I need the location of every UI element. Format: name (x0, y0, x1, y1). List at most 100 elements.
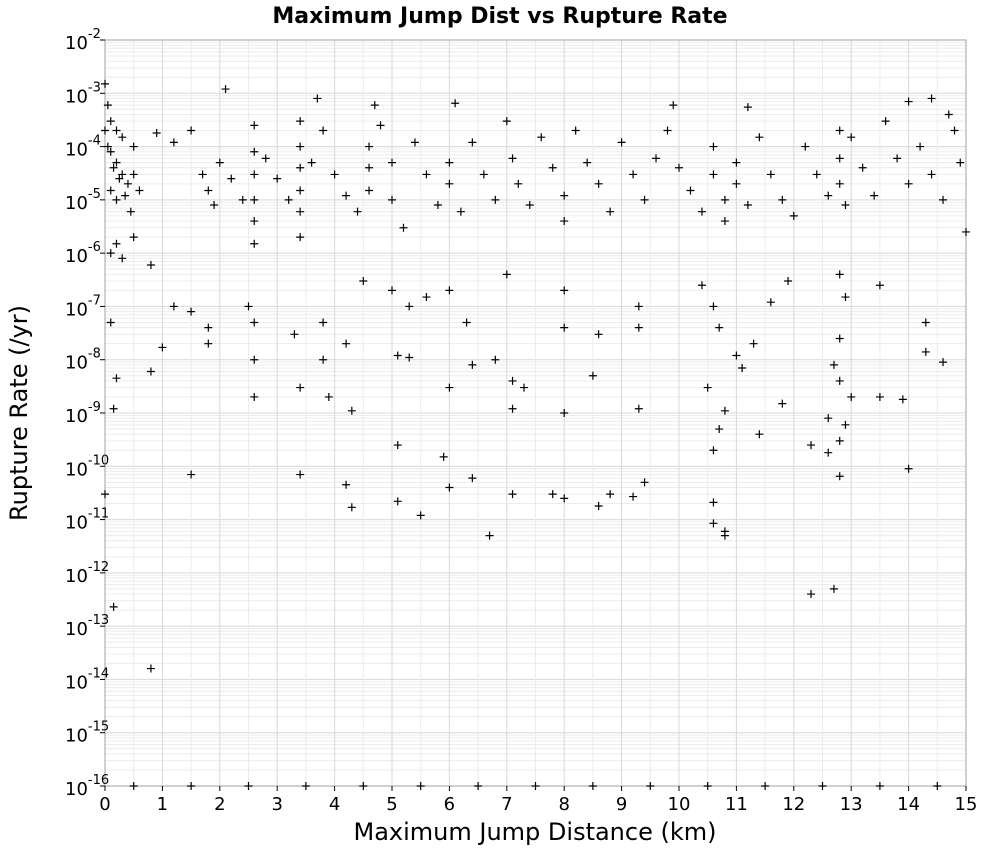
x-tick-label: 5 (386, 794, 397, 815)
data-point (250, 355, 259, 364)
data-point (347, 503, 356, 512)
data-point (313, 94, 322, 103)
data-point (697, 281, 706, 290)
y-tick-label: 10-5 (65, 187, 101, 214)
data-point (158, 343, 167, 352)
data-point (462, 318, 471, 327)
data-point (399, 223, 408, 232)
x-axis-label: Maximum Jump Distance (km) (354, 818, 717, 846)
data-point (927, 94, 936, 103)
data-point (491, 195, 500, 204)
data-point (841, 201, 850, 210)
data-point (675, 163, 683, 172)
data-point (560, 323, 569, 332)
data-point (135, 186, 144, 195)
data-point (416, 511, 425, 520)
data-point (933, 782, 942, 790)
data-point (829, 360, 838, 369)
data-point (244, 302, 253, 311)
data-point (129, 142, 138, 151)
data-point (560, 217, 569, 226)
data-point (118, 170, 127, 179)
data-point (359, 782, 368, 790)
data-point (204, 339, 213, 348)
data-point (732, 179, 741, 188)
data-point (101, 79, 109, 88)
data-point (445, 483, 454, 492)
y-tick-label: 10-7 (65, 293, 101, 320)
data-point (502, 270, 511, 279)
data-point (703, 782, 712, 790)
data-point (112, 158, 121, 167)
x-tick-label: 4 (329, 794, 340, 815)
y-tick-label: 10-13 (65, 613, 109, 640)
data-point (370, 101, 379, 110)
data-point (697, 207, 706, 216)
chart-title: Maximum Jump Dist vs Rupture Rate (272, 4, 727, 29)
data-point (749, 339, 758, 348)
data-point (950, 126, 959, 135)
data-point (456, 207, 465, 216)
data-point (187, 126, 196, 135)
data-point (824, 191, 833, 200)
data-point (359, 277, 368, 286)
y-tick-label: 10-6 (65, 240, 101, 267)
data-point (445, 158, 454, 167)
data-point (807, 590, 816, 599)
x-tick-label: 1 (157, 794, 168, 815)
data-point (778, 195, 787, 204)
data-point (743, 103, 752, 112)
data-point (508, 404, 517, 413)
data-point (410, 138, 419, 147)
data-point (146, 664, 155, 673)
data-point (353, 207, 362, 216)
data-point (129, 170, 138, 179)
data-point (720, 217, 729, 226)
data-point (296, 186, 305, 195)
data-point (703, 383, 712, 392)
data-point (491, 355, 500, 364)
data-point (588, 782, 597, 790)
data-point (870, 191, 879, 200)
data-point (560, 494, 569, 503)
data-point (422, 170, 431, 179)
data-point (720, 406, 729, 415)
data-point (801, 142, 810, 151)
data-point (778, 399, 787, 408)
data-point (720, 195, 729, 204)
data-point (103, 142, 112, 151)
data-point (474, 782, 483, 790)
data-point (715, 425, 724, 434)
data-point (841, 293, 850, 302)
data-point (709, 302, 718, 311)
data-point (347, 406, 356, 415)
data-point (215, 158, 224, 167)
data-point (755, 133, 764, 142)
y-tick-label: 10-8 (65, 347, 101, 374)
data-point (416, 782, 425, 790)
data-point (784, 277, 793, 286)
x-tick-label: 8 (558, 794, 569, 815)
data-point (962, 227, 970, 236)
data-point (301, 782, 310, 790)
data-point (405, 302, 414, 311)
data-point (342, 339, 351, 348)
data-point (571, 126, 580, 135)
data-point (588, 371, 597, 380)
data-point (881, 117, 890, 126)
data-point (103, 101, 112, 110)
data-point (187, 470, 196, 479)
data-point (250, 392, 259, 401)
data-point (433, 201, 442, 210)
data-point (101, 490, 109, 499)
data-point (365, 186, 374, 195)
data-point (743, 201, 752, 210)
data-point (106, 117, 115, 126)
data-point (106, 186, 115, 195)
data-point (227, 174, 236, 183)
data-point (663, 126, 672, 135)
data-point (468, 474, 477, 483)
data-point (738, 363, 747, 372)
data-point (198, 170, 207, 179)
y-axis-ticks: 10-2 10-3 10-4 10-5 10-6 10-7 10-8 10-9 10-10 10-… (65, 27, 109, 800)
